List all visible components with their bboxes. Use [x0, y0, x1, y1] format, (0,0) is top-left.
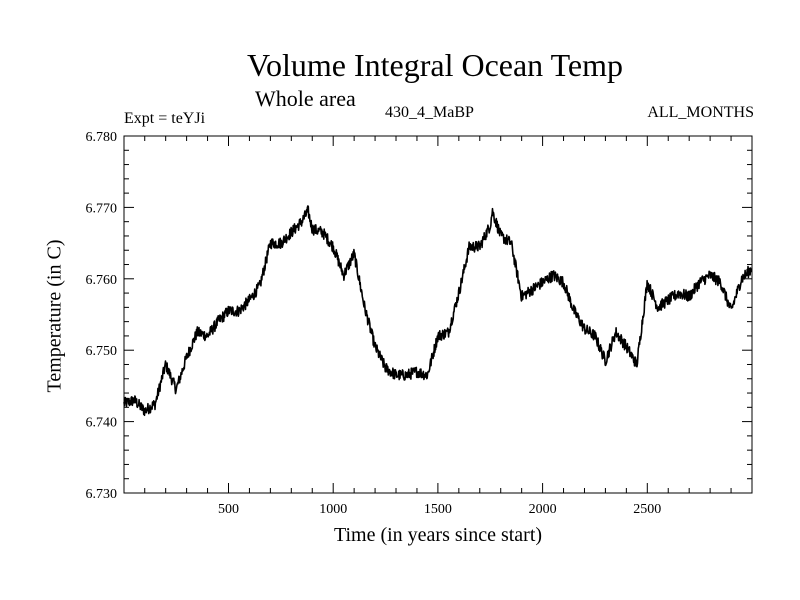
y-tick-label: 6.740: [86, 416, 118, 431]
series-line: [123, 205, 753, 417]
y-tick-label: 6.730: [86, 487, 118, 502]
months-label: ALL_MONTHS: [647, 104, 754, 121]
axis-tick-labels: 500 1000 1500 2000 2500 6.730 6.740 6.750 6.760 6…: [86, 130, 662, 517]
y-tick-label: 6.750: [86, 344, 118, 359]
x-tick-label: 2500: [633, 502, 661, 517]
period-label: 430_4_MaBP: [385, 104, 474, 121]
x-tick-label: 1000: [319, 502, 347, 517]
y-tick-label: 6.780: [86, 130, 118, 145]
x-tick-label: 1500: [424, 502, 452, 517]
chart-title: Volume Integral Ocean Temp: [246, 47, 623, 83]
axis-ticks: [124, 135, 752, 494]
y-tick-label: 6.770: [86, 201, 118, 216]
chart-subtitle: Whole area: [255, 86, 356, 111]
experiment-label: Expt = teYJi: [124, 110, 206, 127]
y-tick-label: 6.760: [86, 273, 118, 288]
x-tick-label: 2000: [529, 502, 557, 517]
plot-frame: [123, 135, 753, 494]
x-axis-label: Time (in years since start): [333, 524, 543, 546]
x-tick-label: 500: [218, 502, 239, 517]
